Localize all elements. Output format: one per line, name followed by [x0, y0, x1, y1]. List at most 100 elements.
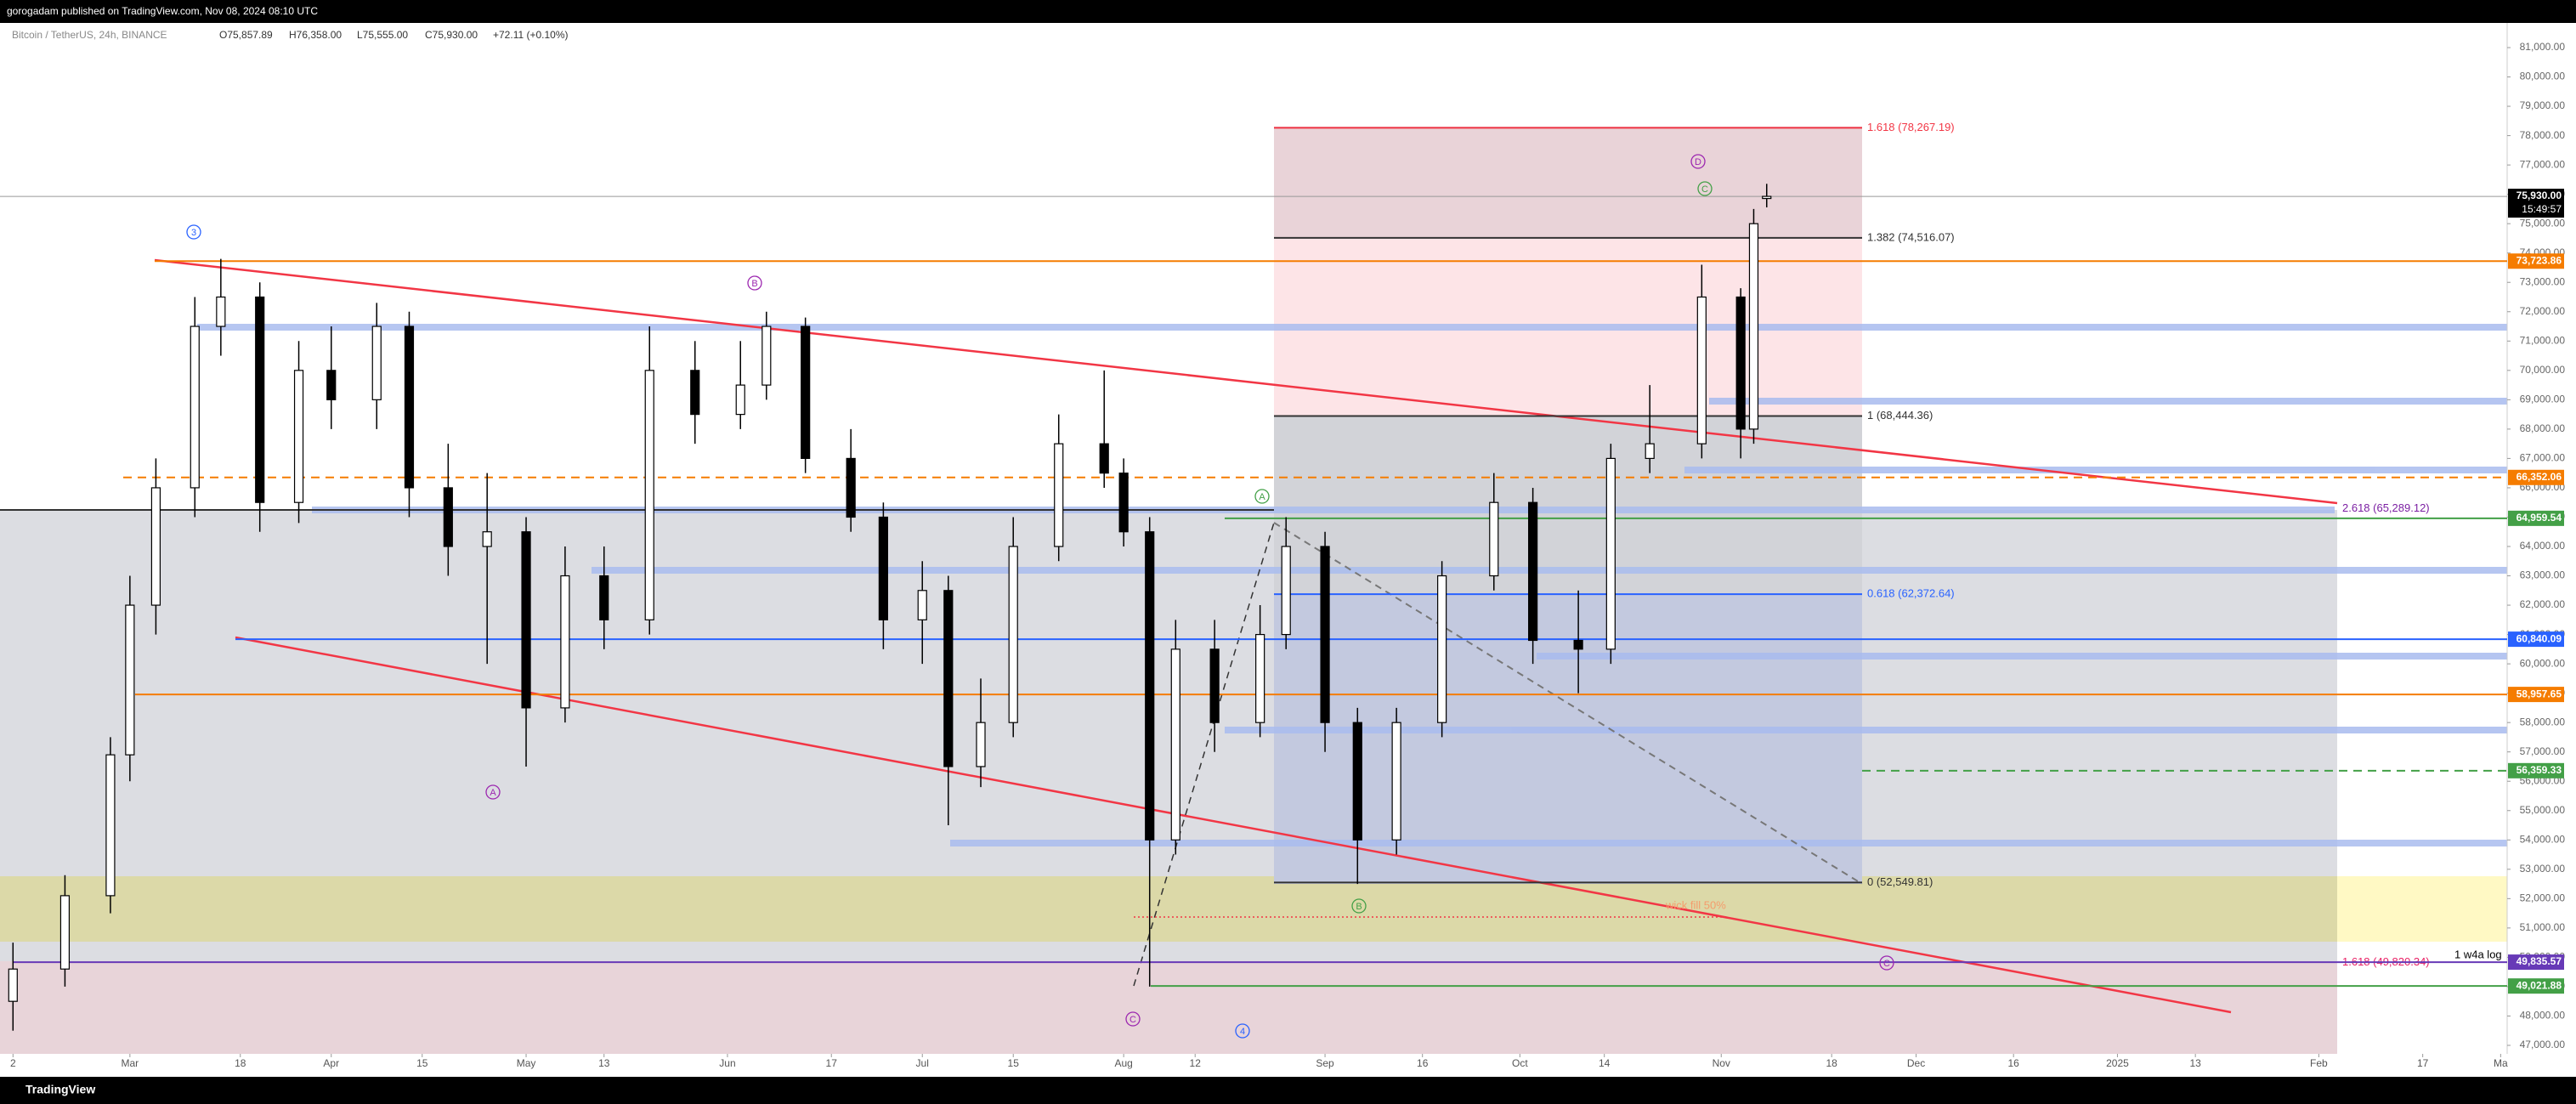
x-tick-label: Oct: [1512, 1057, 1528, 1069]
wave-label: 3: [191, 228, 196, 238]
wave-label: B: [751, 279, 757, 289]
wave-label: A: [490, 788, 496, 798]
price-box: [2508, 631, 2564, 648]
y-tick-label: 77,000.00: [2520, 158, 2566, 170]
y-tick-label: 75,000.00: [2520, 217, 2566, 229]
y-tick-label: 72,000.00: [2520, 305, 2566, 317]
candle-body: [1391, 722, 1401, 841]
x-tick-label: Sep: [1316, 1057, 1334, 1069]
y-tick-label: 60,000.00: [2520, 657, 2566, 669]
dashed-line: [1273, 522, 1863, 885]
ohlc-high: H76,358.00: [289, 29, 342, 41]
x-tick-label: 16: [2007, 1057, 2019, 1069]
y-tick-label: 57,000.00: [2520, 745, 2566, 757]
x-tick-label: 2025: [2106, 1057, 2129, 1069]
wave-circle: [1254, 489, 1270, 504]
price-box-label: 58,957.65: [2517, 688, 2562, 699]
y-tick-label: 81,000.00: [2520, 41, 2566, 53]
candle-body: [371, 326, 382, 400]
wave-circle: [1235, 1023, 1250, 1039]
x-tick-label: 12: [1190, 1057, 1202, 1069]
last-price-box: [2508, 189, 2564, 218]
x-tick-label: Mar: [122, 1057, 139, 1069]
y-tick-label: 58,000.00: [2520, 716, 2566, 728]
price-box-label: 49,835.57: [2517, 955, 2562, 967]
price-box-label: 66,352.06: [2517, 471, 2562, 483]
candle-body: [1281, 546, 1291, 636]
price-box: [2508, 762, 2564, 778]
y-tick-label: 71,000.00: [2520, 334, 2566, 346]
fib-zone: [1274, 127, 1862, 238]
y-tick-label: 68,000.00: [2520, 422, 2566, 434]
y-tick-label: 78,000.00: [2520, 129, 2566, 141]
candle-body: [482, 531, 492, 547]
fib-label: 0 (52,549.81): [1867, 875, 1933, 888]
fib-label: 1 (68,444.36): [1867, 409, 1933, 422]
candle-body: [560, 575, 570, 709]
wave-circle: [186, 224, 201, 240]
ohlc-open: O75,857.89: [219, 29, 273, 41]
y-tick-label: 62,000.00: [2520, 598, 2566, 610]
price-box: [2508, 978, 2564, 994]
x-tick-label: 14: [1599, 1057, 1611, 1069]
symbol-info: Bitcoin / TetherUS, 24h, BINANCE O75,857…: [12, 29, 569, 41]
candle-body: [599, 575, 609, 620]
wave-label: A: [1259, 492, 1265, 502]
wave-circle: [1697, 181, 1713, 196]
candle-body: [150, 487, 161, 606]
y-tick-label: 79,000.00: [2520, 99, 2566, 111]
x-tick-label: 13: [598, 1057, 610, 1069]
candle-body: [644, 370, 654, 620]
candle-body: [1255, 633, 1265, 723]
price-box-label: 64,959.54: [2517, 512, 2562, 524]
candle-body: [1008, 546, 1018, 723]
wave-circle: [1351, 898, 1367, 914]
wave-label: 4: [1240, 1027, 1245, 1037]
y-tick-label: 47,000.00: [2520, 1039, 2566, 1050]
bottom-bar: [0, 1077, 2576, 1104]
fib-label: 2.618 (65,289.12): [2342, 501, 2430, 514]
price-box: [2508, 253, 2564, 269]
y-tick-label: 70,000.00: [2520, 364, 2566, 376]
wave-label: C: [1883, 959, 1890, 969]
dashed-line: [1133, 522, 1275, 987]
candle-body: [1528, 501, 1538, 642]
fib-label: 1.382 (74,516.07): [1867, 230, 1955, 243]
x-tick-label: 17: [2417, 1057, 2429, 1069]
fib-zone: [1274, 595, 1862, 884]
wave-label: B: [1356, 902, 1362, 912]
wave-circle: [485, 784, 501, 800]
price-box-label: 49,021.88: [2517, 979, 2562, 991]
candle-body: [1605, 457, 1616, 650]
x-tick-label: 17: [826, 1057, 838, 1069]
candle-body: [917, 590, 927, 620]
price-box: [2508, 510, 2564, 526]
zone: [0, 961, 2337, 1054]
x-tick-label: 15: [1008, 1057, 1020, 1069]
x-tick-label: Dec: [1907, 1057, 1925, 1069]
wick-fill-note: wick fill 50%: [1665, 898, 1726, 911]
candle-body: [735, 384, 745, 416]
support-bands: [197, 324, 2507, 846]
candle-body: [216, 296, 226, 327]
candle-body: [1437, 575, 1447, 723]
price-box-label: 60,840.09: [2517, 632, 2562, 644]
wave-label: D: [1695, 157, 1701, 167]
x-tick-label: Feb: [2310, 1057, 2328, 1069]
wave-circle: [747, 275, 762, 291]
x-tick-label: 18: [235, 1057, 246, 1069]
candle-body: [521, 531, 531, 709]
x-tick-label: 13: [2189, 1057, 2201, 1069]
candle-body: [1054, 443, 1064, 547]
fib-zone: [1274, 416, 1862, 595]
publisher: gorogadam published on TradingView.com, …: [7, 5, 318, 17]
y-tick-label: 67,000.00: [2520, 452, 2566, 464]
y-tick-label: 64,000.00: [2520, 540, 2566, 552]
y-tick-label: 73,000.00: [2520, 275, 2566, 287]
y-tick-label: 69,000.00: [2520, 393, 2566, 405]
candle-body: [1762, 195, 1772, 200]
x-tick-label: Aug: [1114, 1057, 1132, 1069]
y-tick-label: 48,000.00: [2520, 1010, 2566, 1022]
candle-body: [1748, 223, 1759, 430]
